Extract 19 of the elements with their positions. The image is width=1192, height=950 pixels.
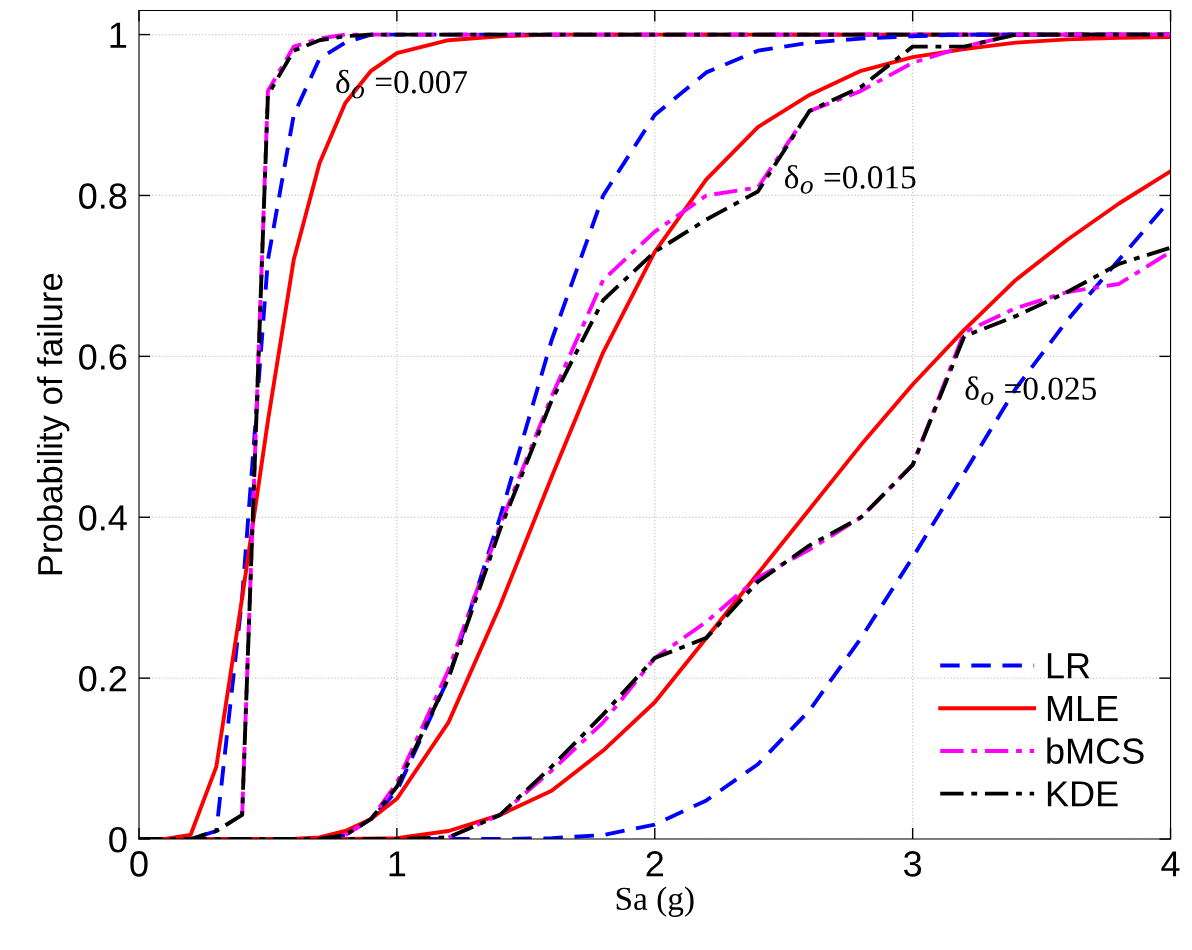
y-tick-label: 1 [110, 22, 127, 48]
x-axis-title: Sa (g) [616, 886, 694, 917]
legend-label: MLE [1047, 696, 1118, 721]
x-tick-label: 2 [646, 851, 663, 877]
x-tick-label: 3 [903, 851, 922, 877]
legend-label: KDE [1047, 781, 1118, 807]
y-tick-label: 0.2 [79, 666, 127, 692]
legend-label: bMCS [1047, 737, 1144, 764]
y-tick-label: 0.8 [79, 183, 127, 209]
y-tick-label: 0 [109, 826, 127, 853]
x-tick-label: 1 [389, 851, 406, 877]
annotation: δ$_{o}$ =0.025 [965, 376, 1096, 406]
y-tick-label: 0.6 [79, 344, 127, 370]
y-axis-title: Probability of failure [36, 273, 70, 575]
x-tick-label: 0 [130, 851, 148, 877]
annotation: δ$_{o}$ =0.015 [784, 164, 916, 194]
legend-label: LR [1047, 653, 1090, 679]
y-tick-label: 0.4 [79, 505, 127, 531]
x-tick-label: 4 [1161, 851, 1180, 877]
